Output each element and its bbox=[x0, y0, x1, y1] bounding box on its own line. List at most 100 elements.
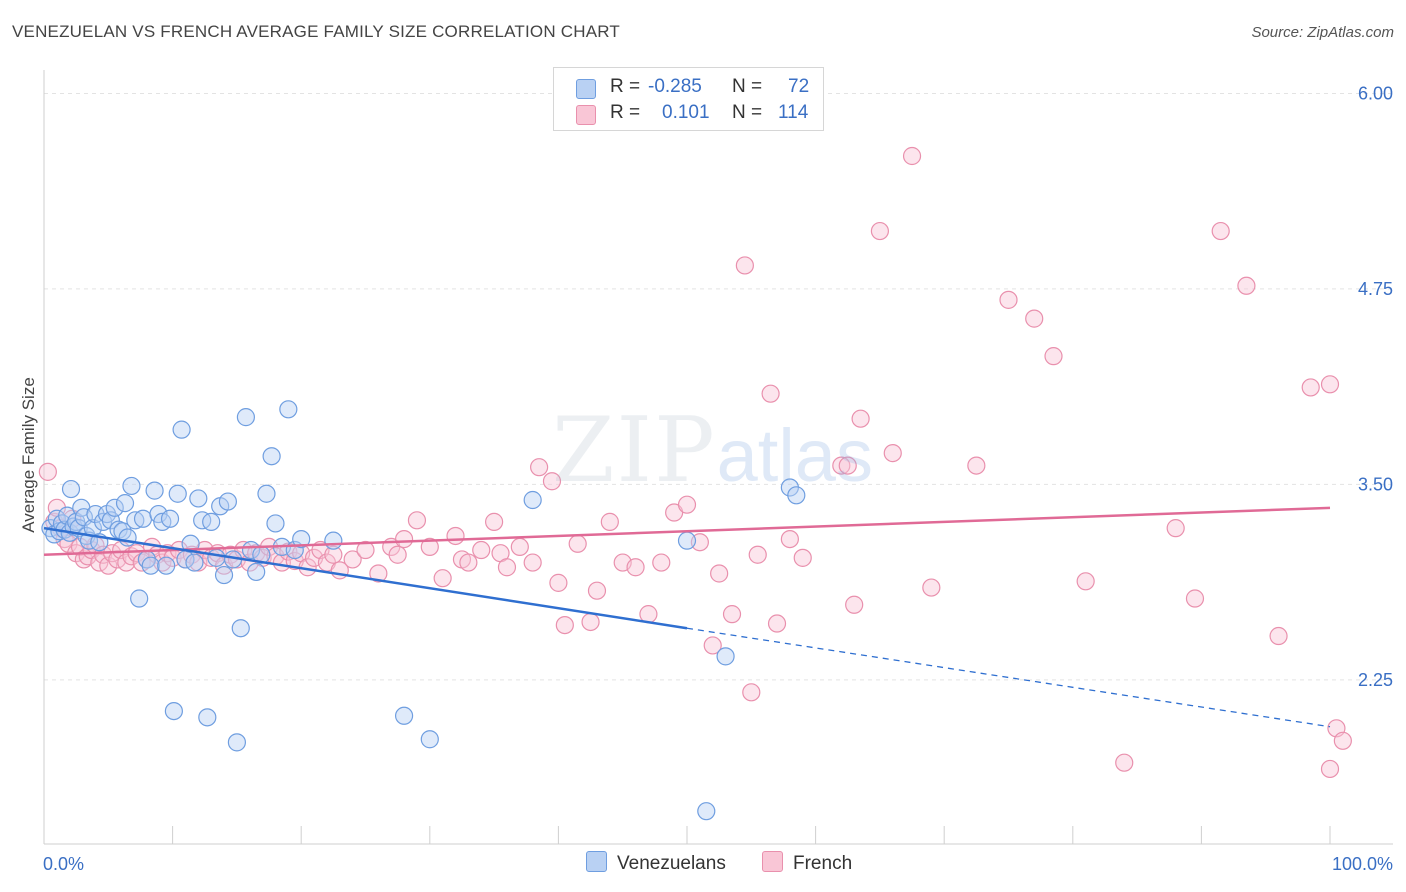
point-venezuelans bbox=[523, 490, 542, 510]
trend-line-french bbox=[43, 506, 1331, 556]
point-french bbox=[902, 146, 922, 166]
point-french bbox=[722, 605, 742, 624]
legend-swatch-pink bbox=[576, 105, 596, 125]
y-axis-label: Average Family Size bbox=[19, 377, 38, 533]
point-venezuelans bbox=[198, 708, 217, 727]
trend-line-venezuelans-extrapolated bbox=[686, 627, 1331, 728]
legend-n-label: N = bbox=[732, 102, 763, 123]
point-french bbox=[626, 558, 645, 577]
point-venezuelans bbox=[247, 562, 266, 582]
point-venezuelans bbox=[218, 492, 237, 511]
point-french bbox=[1115, 753, 1134, 772]
point-french bbox=[394, 529, 414, 549]
point-venezuelans bbox=[133, 509, 153, 528]
point-venezuelans bbox=[257, 484, 276, 503]
point-french bbox=[1269, 626, 1288, 646]
legend-r-label: R = bbox=[610, 76, 641, 97]
point-venezuelans bbox=[122, 476, 141, 496]
point-french bbox=[832, 456, 851, 475]
point-venezuelans bbox=[420, 730, 439, 749]
y-tick-labels: 2.25 3.50 4.75 6.00 bbox=[1358, 83, 1393, 689]
point-venezuelans bbox=[105, 498, 124, 517]
point-french bbox=[530, 458, 549, 477]
point-venezuelans bbox=[716, 647, 735, 666]
trend-lines bbox=[43, 506, 1331, 728]
y-tick-label: 6.00 bbox=[1358, 83, 1393, 103]
point-french bbox=[369, 564, 388, 583]
point-french bbox=[1185, 589, 1205, 608]
point-venezuelans bbox=[145, 481, 164, 500]
watermark-zip: ZIP bbox=[552, 398, 717, 503]
legend-n-label: N = bbox=[732, 76, 763, 97]
point-french bbox=[420, 537, 439, 557]
point-french bbox=[433, 569, 452, 588]
trend-line-venezuelans bbox=[43, 526, 688, 630]
watermark: ZIPatlas bbox=[552, 398, 873, 503]
y-tick-label: 4.75 bbox=[1358, 279, 1393, 299]
legend-label-venezuelans: Venezuelans bbox=[617, 853, 726, 874]
point-french bbox=[883, 443, 902, 463]
point-venezuelans bbox=[141, 556, 160, 575]
point-french bbox=[677, 495, 697, 514]
point-french bbox=[710, 564, 729, 583]
point-venezuelans bbox=[189, 489, 208, 508]
point-venezuelans bbox=[61, 479, 81, 499]
point-french bbox=[870, 221, 890, 241]
point-french bbox=[1044, 347, 1063, 366]
point-french bbox=[1076, 572, 1095, 591]
point-venezuelans bbox=[168, 484, 187, 503]
point-venezuelans bbox=[677, 531, 697, 550]
point-venezuelans bbox=[160, 509, 180, 528]
point-french bbox=[388, 545, 407, 564]
legend-item-venezuelans: Venezuelans bbox=[586, 851, 726, 875]
point-venezuelans bbox=[231, 619, 250, 638]
point-venezuelans bbox=[236, 408, 256, 427]
point-french bbox=[549, 573, 568, 592]
point-french bbox=[510, 537, 529, 557]
legend-swatch-pink bbox=[762, 851, 783, 872]
y-tick-label: 3.50 bbox=[1358, 474, 1393, 494]
point-french bbox=[1320, 375, 1340, 394]
source-credit: Source: ZipAtlas.com bbox=[1251, 24, 1394, 41]
point-french bbox=[459, 553, 478, 572]
y-tick-label: 2.25 bbox=[1358, 670, 1393, 690]
point-french bbox=[1211, 221, 1230, 241]
point-french bbox=[600, 512, 619, 531]
point-french bbox=[780, 529, 799, 549]
point-french bbox=[472, 540, 491, 560]
point-venezuelans bbox=[214, 565, 234, 585]
legend-swatch-blue bbox=[586, 851, 607, 872]
point-french bbox=[922, 578, 941, 597]
legend-item-french: French bbox=[762, 851, 852, 875]
point-french bbox=[343, 550, 362, 569]
point-french bbox=[735, 256, 754, 275]
point-french bbox=[542, 472, 562, 491]
point-venezuelans bbox=[227, 733, 246, 752]
point-venezuelans bbox=[266, 514, 285, 533]
point-venezuelans bbox=[185, 553, 204, 572]
point-french bbox=[851, 409, 870, 428]
point-french bbox=[568, 534, 587, 553]
axes bbox=[43, 70, 1393, 845]
point-french bbox=[838, 456, 857, 475]
correlation-legend: R = -0.285 N = 72 R = 0.101 N = 114 bbox=[553, 67, 824, 131]
point-venezuelans bbox=[279, 400, 298, 419]
legend-n-value: 72 bbox=[788, 76, 810, 97]
point-venezuelans bbox=[394, 706, 414, 725]
point-french bbox=[1237, 276, 1256, 295]
point-venezuelans bbox=[118, 528, 137, 547]
point-french bbox=[742, 683, 761, 702]
legend-label-french: French bbox=[793, 853, 853, 874]
point-venezuelans bbox=[292, 529, 311, 549]
point-venezuelans bbox=[126, 511, 145, 530]
legend-r-label: R = bbox=[610, 102, 641, 123]
point-french bbox=[324, 545, 343, 564]
point-french bbox=[127, 544, 146, 563]
point-french bbox=[1025, 309, 1044, 328]
point-french bbox=[967, 456, 986, 475]
point-french bbox=[999, 290, 1018, 309]
point-french bbox=[497, 558, 517, 577]
point-french bbox=[761, 384, 780, 403]
point-french bbox=[446, 526, 465, 546]
